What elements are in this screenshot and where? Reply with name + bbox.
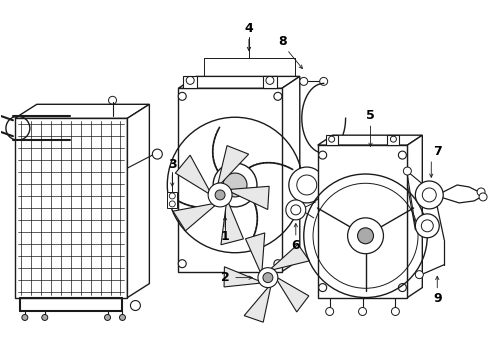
Text: 1: 1 xyxy=(220,230,229,243)
Text: 8: 8 xyxy=(278,35,286,48)
Circle shape xyxy=(41,315,48,320)
Polygon shape xyxy=(407,135,422,298)
Circle shape xyxy=(299,77,307,85)
Polygon shape xyxy=(127,104,149,298)
Circle shape xyxy=(398,151,406,159)
Circle shape xyxy=(263,273,272,283)
Circle shape xyxy=(223,173,246,197)
Polygon shape xyxy=(244,287,270,322)
Circle shape xyxy=(422,188,435,202)
Text: 9: 9 xyxy=(432,292,441,305)
Circle shape xyxy=(213,163,256,207)
Circle shape xyxy=(398,284,406,292)
Polygon shape xyxy=(245,233,264,271)
Circle shape xyxy=(273,92,281,100)
Circle shape xyxy=(330,188,338,196)
Circle shape xyxy=(215,190,224,200)
Circle shape xyxy=(208,183,232,207)
Circle shape xyxy=(478,193,486,201)
Polygon shape xyxy=(271,244,309,270)
Polygon shape xyxy=(277,278,308,312)
Polygon shape xyxy=(15,104,149,118)
Circle shape xyxy=(390,307,399,315)
Polygon shape xyxy=(221,203,243,245)
Polygon shape xyxy=(230,186,268,210)
Circle shape xyxy=(414,271,423,279)
Polygon shape xyxy=(183,76,197,88)
Circle shape xyxy=(357,228,373,244)
Circle shape xyxy=(358,307,366,315)
Polygon shape xyxy=(173,204,214,231)
Circle shape xyxy=(119,315,125,320)
Polygon shape xyxy=(281,76,299,272)
Circle shape xyxy=(414,181,442,209)
Circle shape xyxy=(325,307,333,315)
Circle shape xyxy=(285,200,305,220)
Circle shape xyxy=(273,260,281,268)
Circle shape xyxy=(290,205,300,215)
Text: 7: 7 xyxy=(432,145,441,158)
Text: 3: 3 xyxy=(167,158,176,171)
Circle shape xyxy=(169,193,175,199)
Circle shape xyxy=(152,149,162,159)
Circle shape xyxy=(130,301,140,310)
Circle shape xyxy=(258,268,277,288)
Circle shape xyxy=(22,315,28,320)
Circle shape xyxy=(169,201,175,207)
Circle shape xyxy=(178,260,186,268)
Polygon shape xyxy=(224,267,259,287)
Circle shape xyxy=(403,167,410,175)
Text: 2: 2 xyxy=(220,271,229,284)
Polygon shape xyxy=(175,155,209,193)
Circle shape xyxy=(421,220,432,232)
Polygon shape xyxy=(317,135,422,145)
Polygon shape xyxy=(263,76,276,88)
Bar xyxy=(317,145,407,298)
Polygon shape xyxy=(218,145,248,183)
Text: 5: 5 xyxy=(366,109,374,122)
Text: 4: 4 xyxy=(244,22,253,35)
Circle shape xyxy=(332,171,340,179)
Polygon shape xyxy=(325,135,337,145)
Circle shape xyxy=(414,214,438,238)
Circle shape xyxy=(296,175,316,195)
Polygon shape xyxy=(178,76,299,88)
Circle shape xyxy=(178,92,186,100)
Circle shape xyxy=(347,218,383,254)
Bar xyxy=(178,88,281,272)
Text: 6: 6 xyxy=(291,239,300,252)
Circle shape xyxy=(288,167,324,203)
Circle shape xyxy=(318,151,326,159)
Bar xyxy=(167,192,177,208)
Circle shape xyxy=(104,315,110,320)
Circle shape xyxy=(318,284,326,292)
Circle shape xyxy=(319,77,327,85)
Bar xyxy=(15,118,127,298)
Polygon shape xyxy=(386,135,399,145)
Circle shape xyxy=(476,188,484,196)
